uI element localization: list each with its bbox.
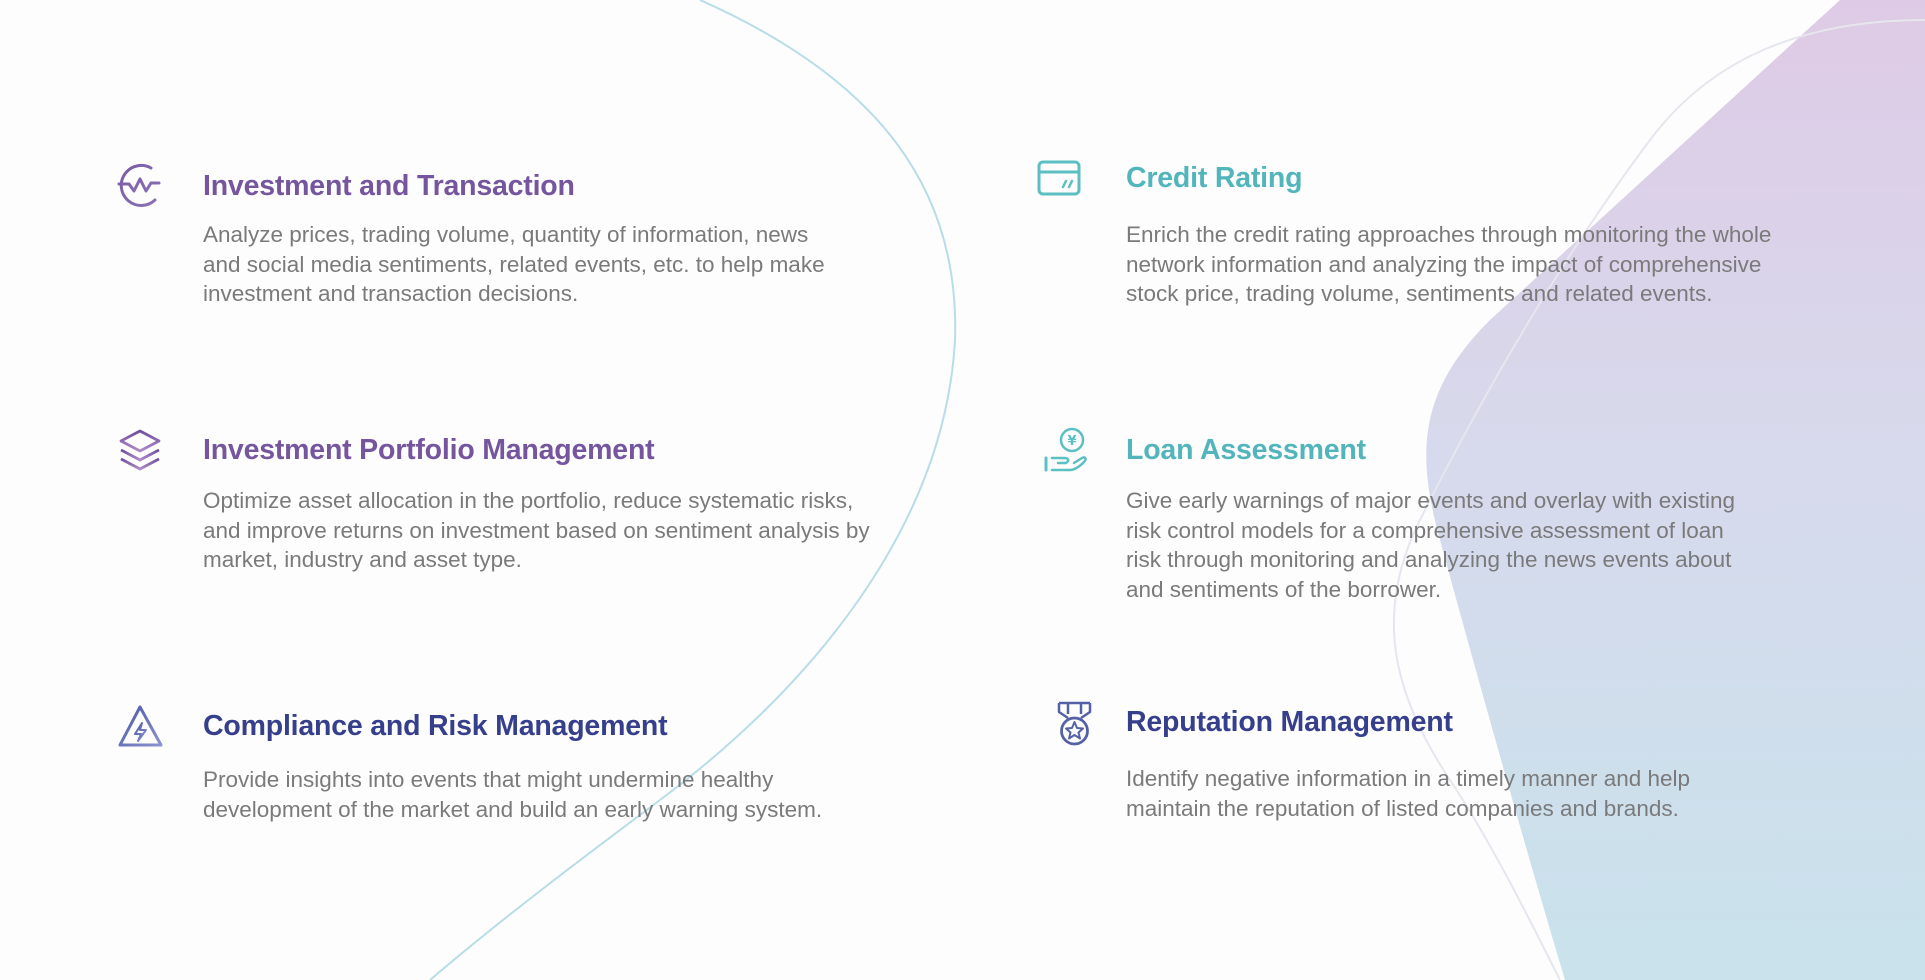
- medal-star-icon: [1054, 700, 1104, 750]
- feature-description: Give early warnings of major events and …: [1126, 488, 1736, 602]
- faint-outline-curve: [1392, 19, 1925, 980]
- warning-lightning-icon: [118, 703, 168, 753]
- layers-icon: [118, 428, 168, 478]
- feature-title: Compliance and Risk Management: [203, 710, 668, 742]
- credit-card-icon: [1036, 156, 1086, 206]
- feature-description: Identify negative information in a timel…: [1126, 766, 1691, 821]
- feature-title: Reputation Management: [1126, 706, 1453, 738]
- feature-description: Optimize asset allocation in the portfol…: [203, 488, 870, 572]
- feature-title: Loan Assessment: [1126, 434, 1366, 466]
- feature-title: Investment Portfolio Management: [203, 434, 655, 466]
- svg-text:¥: ¥: [1067, 434, 1076, 449]
- gradient-blob-shape: [1426, 0, 1925, 980]
- market-wave-icon: [115, 160, 165, 210]
- light-blue-arc: [429, 0, 957, 980]
- feature-description: Analyze prices, trading volume, quantity…: [203, 222, 825, 306]
- feature-title: Investment and Transaction: [203, 170, 575, 202]
- feature-description: Enrich the credit rating approaches thro…: [1126, 222, 1772, 306]
- feature-title: Credit Rating: [1126, 162, 1303, 194]
- feature-description: Provide insights into events that might …: [203, 767, 823, 822]
- hand-yen-coin-icon: ¥: [1044, 426, 1094, 476]
